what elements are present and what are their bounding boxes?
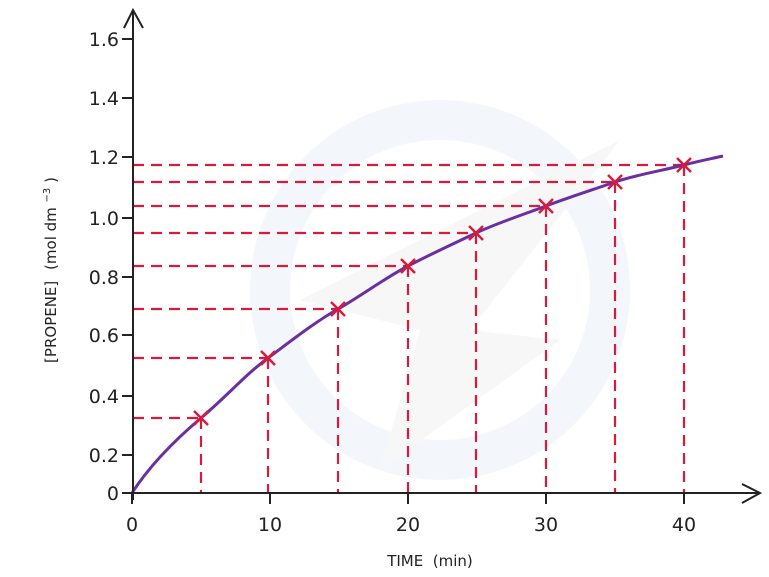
- y-axis-title: [PROPENE] (mol dm −3 ): [36, 177, 60, 363]
- data-point-markers: [193, 157, 692, 426]
- x-tick-labels: 0 10 20 30 40: [126, 514, 696, 536]
- x-marker-icon: [400, 258, 416, 274]
- y-axis-title-main: [PROPENE]: [42, 281, 60, 363]
- guide-lines: [133, 163, 686, 493]
- y-axis-arrow-icon: [123, 7, 144, 29]
- watermark-logo-icon: [250, 100, 630, 480]
- y-tick-label: 0.2: [89, 445, 119, 467]
- x-tick-label: 40: [672, 514, 696, 536]
- y-axis-title-sup: −3: [42, 188, 53, 203]
- x-tick-label: 20: [396, 514, 420, 536]
- x-tick-label: 0: [126, 514, 138, 536]
- y-tick-labels: 1.6 1.4 1.2 1.0 0.8 0.6 0.4 0.2 0: [89, 29, 119, 505]
- x-axis-title: TIME (min): [386, 552, 473, 570]
- x-marker-icon: [193, 410, 209, 426]
- x-tick-label: 10: [258, 514, 282, 536]
- y-tick-label: 0: [107, 483, 119, 505]
- x-axis-arrow-icon: [741, 483, 763, 504]
- x-marker-icon: [468, 225, 484, 241]
- x-marker-icon: [538, 198, 554, 214]
- x-marker-icon: [676, 157, 692, 173]
- x-axis: [125, 483, 763, 504]
- y-tick-label: 0.8: [89, 267, 119, 289]
- x-marker-icon: [260, 350, 276, 366]
- y-axis-title-close: ): [42, 177, 60, 183]
- y-tick-label: 1.2: [89, 147, 119, 169]
- y-tick-label: 1.0: [89, 208, 119, 230]
- y-tick-label: 1.4: [89, 88, 119, 110]
- y-axis-title-units: (mol dm: [42, 207, 60, 270]
- y-tick-label: 1.6: [89, 29, 119, 51]
- y-axis: [122, 7, 144, 500]
- y-tick-label: 0.6: [89, 325, 119, 347]
- y-tick-label: 0.4: [89, 386, 119, 408]
- x-tick-label: 30: [534, 514, 558, 536]
- x-marker-icon: [330, 301, 346, 317]
- x-marker-icon: [607, 174, 623, 190]
- data-curve: [130, 154, 724, 494]
